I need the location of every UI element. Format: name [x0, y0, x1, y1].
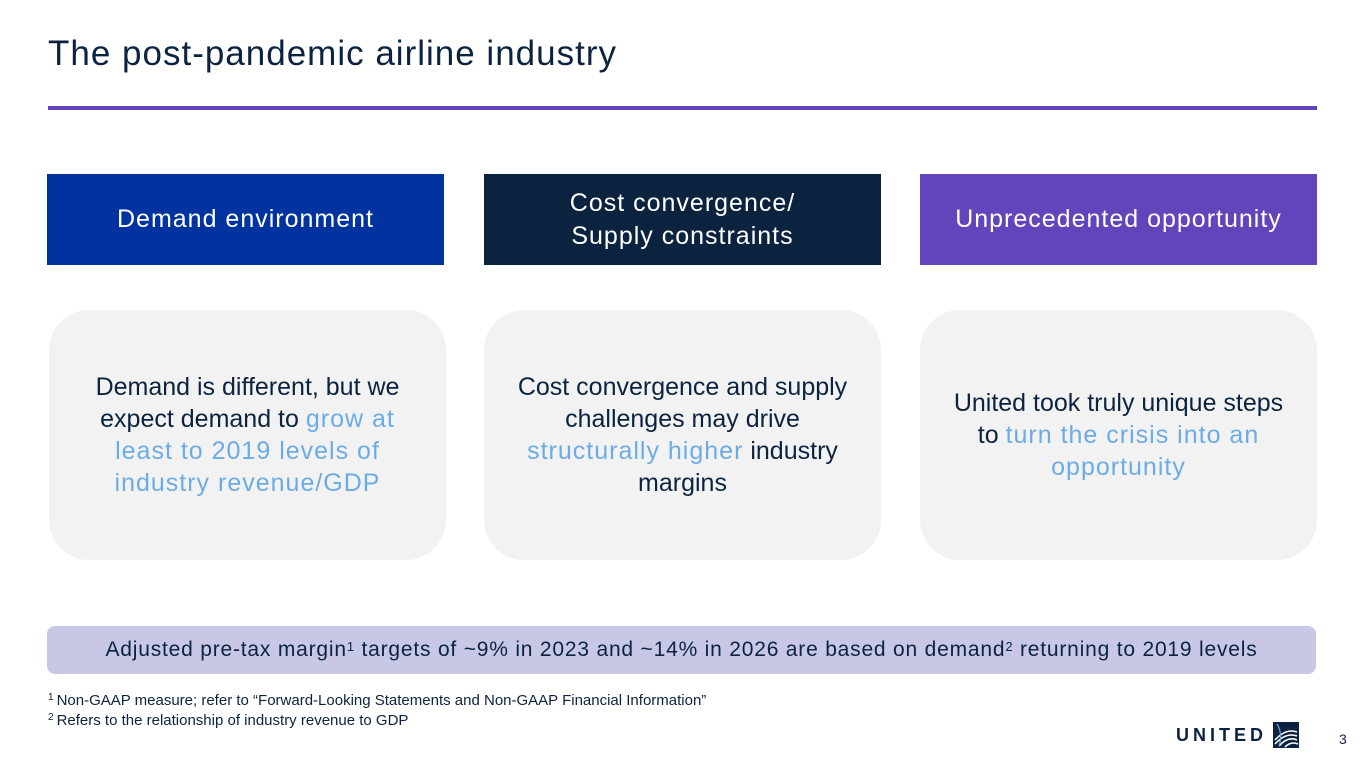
- united-logo: UNITED: [1176, 722, 1299, 748]
- card-text-part: industry margins: [638, 437, 838, 497]
- banner-text: targets of ~9% in 2023 and ~14% in 2026 …: [354, 638, 1006, 661]
- card-text: Demand is different, but we expect deman…: [79, 371, 416, 499]
- card-opportunity: United took truly unique steps to turn t…: [920, 310, 1317, 560]
- column-header-label: Unprecedented opportunity: [955, 205, 1282, 233]
- footnote-text: Refers to the relationship of industry r…: [56, 712, 409, 729]
- card-text-part: Demand is different, but we expect deman…: [95, 373, 400, 433]
- title-divider: [48, 106, 1317, 110]
- footnote-number: 1: [48, 692, 54, 703]
- footnote-ref: 2: [1005, 639, 1014, 654]
- page-number: 3: [1339, 731, 1347, 747]
- card-text-highlight: structurally higher: [527, 437, 744, 465]
- card-cost: Cost convergence and supply challenges m…: [484, 310, 881, 560]
- footnote-text: Non-GAAP measure; refer to “Forward-Look…: [56, 692, 707, 709]
- logo-wordmark: UNITED: [1176, 724, 1267, 745]
- column-header-demand: Demand environment: [47, 174, 444, 265]
- footnote-number: 2: [48, 712, 54, 723]
- card-text: United took truly unique steps to turn t…: [950, 387, 1287, 483]
- margin-targets-banner: Adjusted pre-tax margin1 targets of ~9% …: [47, 626, 1316, 674]
- column-header-label: Demand environment: [116, 205, 374, 233]
- card-text-highlight: grow at least to 2019 levels of industry…: [114, 405, 395, 497]
- column-header-label: Cost convergence/: [569, 188, 796, 217]
- column-header-label: Supply constraints: [571, 221, 794, 250]
- globe-icon: [1273, 722, 1299, 748]
- banner-text: Adjusted pre-tax margin: [105, 638, 347, 661]
- footnote-ref: 1: [346, 639, 355, 654]
- card-text-highlight: turn the crisis into an opportunity: [1005, 421, 1260, 481]
- card-text: Cost convergence and supply challenges m…: [514, 371, 851, 499]
- footnote: 2 Refers to the relationship of industry …: [48, 711, 706, 731]
- column-header-opportunity: Unprecedented opportunity: [920, 174, 1317, 265]
- card-text-part: Cost convergence and supply challenges m…: [517, 373, 848, 433]
- card-text-part: United took truly unique steps to: [953, 389, 1284, 449]
- footnotes: 1 Non-GAAP measure; refer to “Forward-Loo…: [48, 691, 706, 731]
- banner-text: returning to 2019 levels: [1013, 638, 1258, 661]
- footnote: 1 Non-GAAP measure; refer to “Forward-Loo…: [48, 691, 706, 711]
- card-demand: Demand is different, but we expect deman…: [49, 310, 446, 560]
- page-title: The post-pandemic airline industry: [48, 34, 617, 73]
- column-header-cost: Cost convergence/ Supply constraints: [484, 174, 881, 265]
